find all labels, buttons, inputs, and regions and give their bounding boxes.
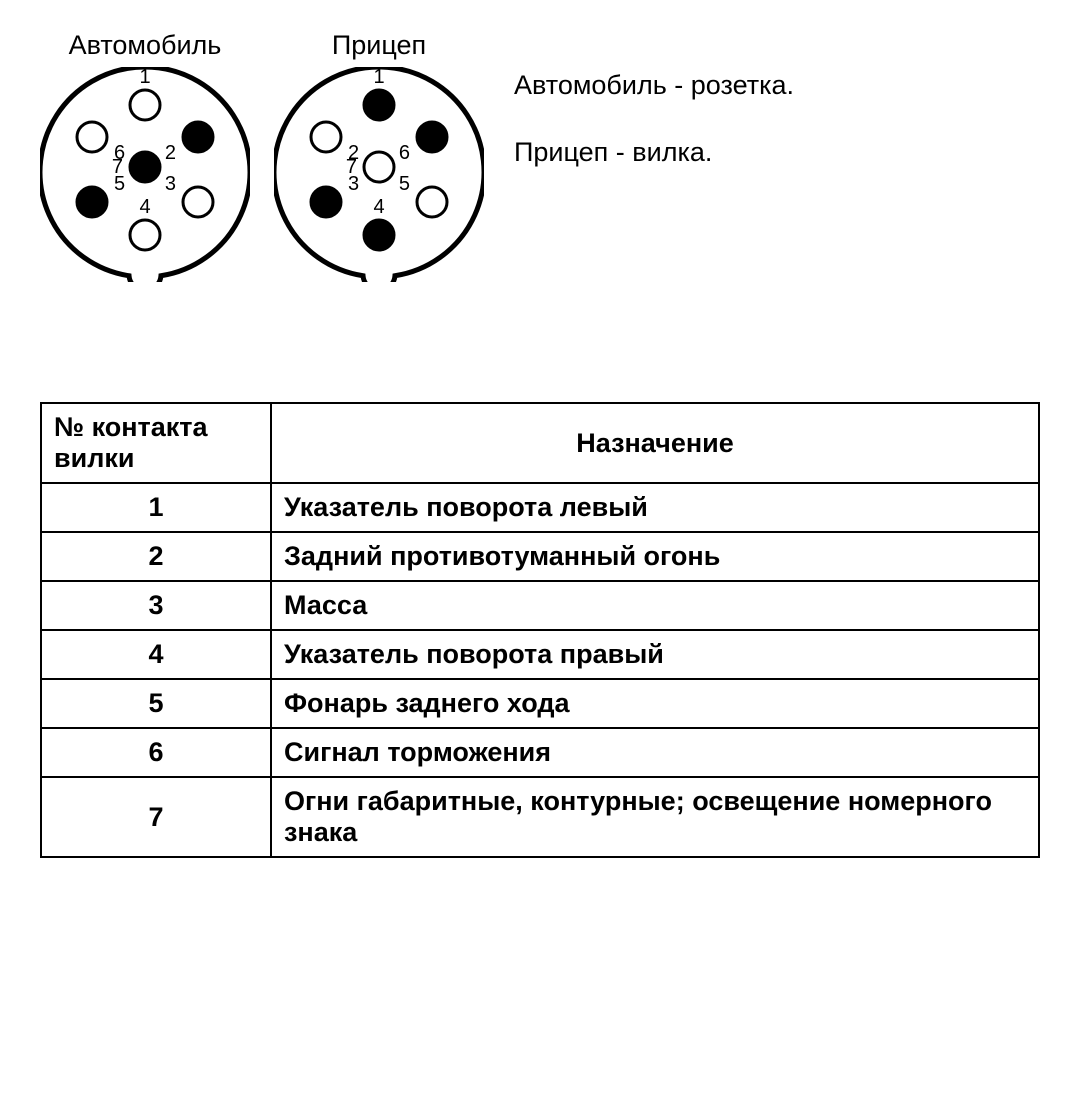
pin-circle bbox=[364, 220, 394, 250]
pin-circle bbox=[311, 187, 341, 217]
pin-circle bbox=[77, 122, 107, 152]
pin-circle bbox=[364, 152, 394, 182]
table-row: 4Указатель поворота правый bbox=[41, 630, 1039, 679]
pin-label: 4 bbox=[139, 196, 150, 218]
pin-circle bbox=[130, 220, 160, 250]
connector-vehicle: Автомобиль 1234567 bbox=[40, 30, 250, 282]
table-cell-num: 1 bbox=[41, 483, 271, 532]
legend-text: Автомобиль - розетка. Прицеп - вилка. bbox=[514, 30, 794, 198]
table-body: 1Указатель поворота левый2Задний противо… bbox=[41, 483, 1039, 857]
connector-trailer: Прицеп 1654327 bbox=[274, 30, 484, 282]
table-row: 6Сигнал торможения bbox=[41, 728, 1039, 777]
pin-circle bbox=[77, 187, 107, 217]
connector-trailer-title: Прицеп bbox=[332, 30, 426, 61]
table-header-desc: Назначение bbox=[271, 403, 1039, 483]
table-cell-num: 3 bbox=[41, 581, 271, 630]
pin-circle bbox=[130, 152, 160, 182]
pin-circle bbox=[417, 187, 447, 217]
pin-label: 7 bbox=[346, 156, 357, 178]
table-row: 2Задний противотуманный огонь bbox=[41, 532, 1039, 581]
table-row: 5Фонарь заднего хода bbox=[41, 679, 1039, 728]
legend-line-2: Прицеп - вилка. bbox=[514, 131, 794, 174]
table-row: 1Указатель поворота левый bbox=[41, 483, 1039, 532]
connectors-wrap: Автомобиль 1234567 Прицеп 1654327 bbox=[40, 30, 484, 282]
pin-circle bbox=[130, 90, 160, 120]
table-cell-desc: Огни габаритные, контурные; освещение но… bbox=[271, 777, 1039, 857]
table-cell-num: 7 bbox=[41, 777, 271, 857]
pin-circle bbox=[311, 122, 341, 152]
table-row: 7Огни габаритные, контурные; освещение н… bbox=[41, 777, 1039, 857]
pin-label: 6 bbox=[399, 142, 410, 164]
pin-label: 3 bbox=[165, 173, 176, 195]
table-cell-desc: Фонарь заднего хода bbox=[271, 679, 1039, 728]
top-section: Автомобиль 1234567 Прицеп 1654327 Автомо… bbox=[40, 30, 1040, 282]
pin-label: 2 bbox=[165, 142, 176, 164]
pin-circle bbox=[417, 122, 447, 152]
table-cell-num: 4 bbox=[41, 630, 271, 679]
pin-label: 5 bbox=[399, 173, 410, 195]
table-cell-desc: Сигнал торможения bbox=[271, 728, 1039, 777]
connector-trailer-svg: 1654327 bbox=[274, 67, 484, 282]
table-cell-desc: Указатель поворота левый bbox=[271, 483, 1039, 532]
pin-label: 7 bbox=[112, 156, 123, 178]
table-cell-desc: Указатель поворота правый bbox=[271, 630, 1039, 679]
connector-vehicle-title: Автомобиль bbox=[69, 30, 222, 61]
table-header-num: № контакта вилки bbox=[41, 403, 271, 483]
pin-circle bbox=[183, 187, 213, 217]
table-cell-desc: Задний противотуманный огонь bbox=[271, 532, 1039, 581]
pin-circle bbox=[364, 90, 394, 120]
table-row: 3Масса bbox=[41, 581, 1039, 630]
table-cell-num: 2 bbox=[41, 532, 271, 581]
pin-table: № контакта вилки Назначение 1Указатель п… bbox=[40, 402, 1040, 858]
table-cell-desc: Масса bbox=[271, 581, 1039, 630]
table-cell-num: 5 bbox=[41, 679, 271, 728]
pin-label: 1 bbox=[139, 67, 150, 88]
pin-circle bbox=[183, 122, 213, 152]
pin-label: 1 bbox=[373, 67, 384, 88]
connector-vehicle-svg: 1234567 bbox=[40, 67, 250, 282]
legend-line-1: Автомобиль - розетка. bbox=[514, 64, 794, 107]
pin-label: 4 bbox=[373, 196, 384, 218]
table-cell-num: 6 bbox=[41, 728, 271, 777]
